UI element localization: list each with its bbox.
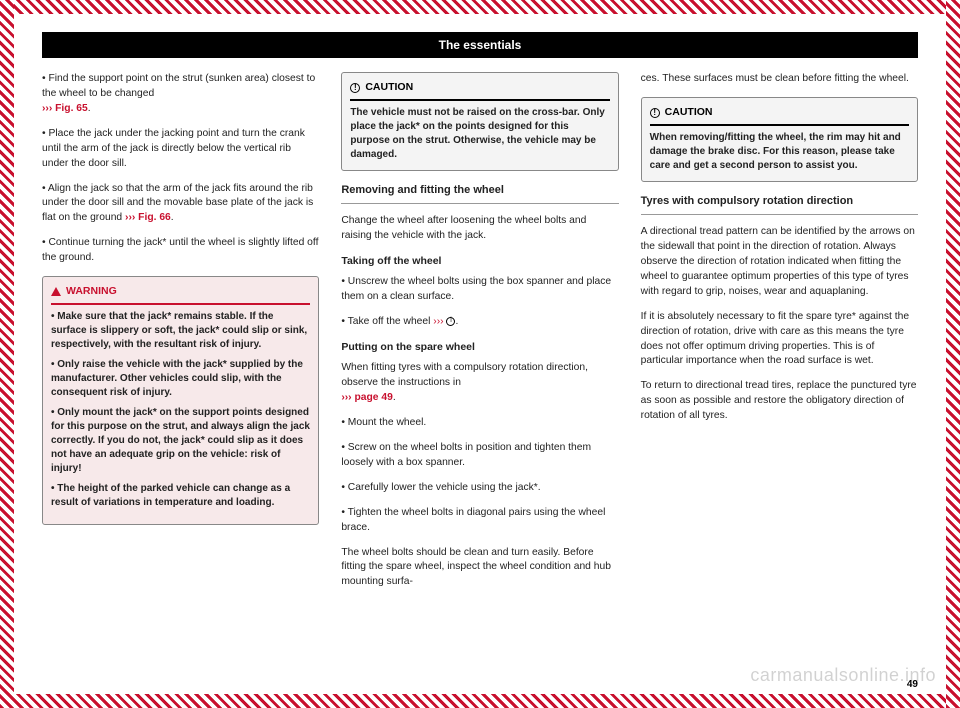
c3-p2: A directional tread pattern can be ident…	[641, 225, 918, 300]
c1-p2: Place the jack under the jacking point a…	[42, 127, 319, 172]
text: Take off the wheel	[348, 316, 434, 327]
c2-p6: Screw on the wheel bolts in position and…	[341, 441, 618, 471]
column-1: Find the support point on the strut (sun…	[42, 72, 319, 600]
warning-body: Make sure that the jack* remains stable.…	[51, 310, 310, 510]
text: Find the support point on the strut (sun…	[42, 73, 315, 99]
caution-body: The vehicle must not be raised on the cr…	[350, 106, 609, 162]
c2-p5: Mount the wheel.	[341, 416, 618, 431]
caution-title: ! CAUTION	[650, 105, 909, 126]
border-bottom	[0, 694, 960, 708]
watermark: carmanualsonline.info	[750, 665, 936, 686]
column-2: ! CAUTION The vehicle must not be raised…	[341, 72, 618, 600]
border-top	[0, 0, 960, 14]
page-body: The essentials Find the support point on…	[14, 14, 946, 694]
c2-p8: Tighten the wheel bolts in diagonal pair…	[341, 506, 618, 536]
c2-p2: Unscrew the wheel bolts using the box sp…	[341, 275, 618, 305]
text: Mount the wheel.	[348, 417, 426, 428]
text: Tighten the wheel bolts in diagonal pair…	[341, 507, 605, 533]
page-ref: ››› page 49	[341, 392, 393, 403]
section-rotation-direction: Tyres with compulsory rotation direction	[641, 194, 918, 215]
c3-p1: ces. These surfaces must be clean before…	[641, 72, 918, 87]
warning-icon	[51, 287, 61, 296]
w3: Only mount the jack* on the support poin…	[51, 406, 310, 476]
text: Unscrew the wheel bolts using the box sp…	[341, 276, 611, 302]
c2-p4: When fitting tyres with a compulsory rot…	[341, 361, 618, 406]
caution-icon: !	[350, 83, 360, 93]
c1-p1: Find the support point on the strut (sun…	[42, 72, 319, 117]
caution-box-2: ! CAUTION When removing/fitting the whee…	[641, 97, 918, 182]
c3-p4: To return to directional tread tires, re…	[641, 379, 918, 424]
ref-arrows: ›››	[433, 316, 443, 327]
c1-p3: Align the jack so that the arm of the ja…	[42, 182, 319, 227]
w4: The height of the parked vehicle can cha…	[51, 482, 310, 510]
c2-p9: The wheel bolts should be clean and turn…	[341, 546, 618, 591]
period: .	[171, 212, 174, 223]
text: When fitting tyres with a compulsory rot…	[341, 362, 588, 388]
period: .	[393, 392, 396, 403]
border-left	[0, 0, 14, 708]
text: Continue turning the jack* until the whe…	[42, 237, 318, 263]
text: Place the jack under the jacking point a…	[42, 128, 305, 169]
period: .	[455, 316, 458, 327]
sub-putting-on: Putting on the spare wheel	[341, 340, 618, 355]
caution-icon: !	[650, 108, 660, 118]
w1: Make sure that the jack* remains stable.…	[51, 310, 310, 352]
content-columns: Find the support point on the strut (sun…	[42, 72, 918, 600]
text: Carefully lower the vehicle using the ja…	[348, 482, 541, 493]
caution-body: When removing/fitting the wheel, the rim…	[650, 131, 909, 173]
c2-p7: Carefully lower the vehicle using the ja…	[341, 481, 618, 496]
c1-p4: Continue turning the jack* until the whe…	[42, 236, 319, 266]
warning-title: WARNING	[51, 284, 310, 305]
c2-p1: Change the wheel after loosening the whe…	[341, 214, 618, 244]
fig-ref: ››› Fig. 66	[125, 212, 171, 223]
border-right	[946, 0, 960, 708]
warning-box: WARNING Make sure that the jack* remains…	[42, 276, 319, 525]
period: .	[88, 103, 91, 114]
sub-taking-off: Taking off the wheel	[341, 254, 618, 269]
text: Screw on the wheel bolts in position and…	[341, 442, 591, 468]
section-removing-fitting: Removing and fitting the wheel	[341, 183, 618, 204]
page-title: The essentials	[42, 32, 918, 58]
warning-label: WARNING	[66, 284, 117, 299]
caution-label: CAUTION	[665, 105, 713, 120]
fig-ref: ››› Fig. 65	[42, 103, 88, 114]
caution-title: ! CAUTION	[350, 80, 609, 101]
column-3: ces. These surfaces must be clean before…	[641, 72, 918, 600]
text: Align the jack so that the arm of the ja…	[42, 183, 313, 224]
c3-p3: If it is absolutely necessary to fit the…	[641, 310, 918, 370]
caution-box-1: ! CAUTION The vehicle must not be raised…	[341, 72, 618, 171]
w2: Only raise the vehicle with the jack* su…	[51, 358, 310, 400]
caution-label: CAUTION	[365, 80, 413, 95]
c2-p3: Take off the wheel ››› i.	[341, 315, 618, 330]
